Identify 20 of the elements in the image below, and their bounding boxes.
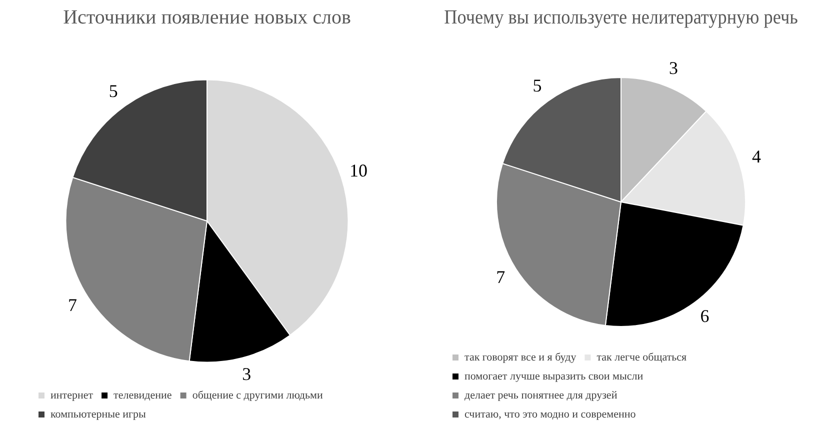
data-label: 10 [349, 160, 368, 181]
data-label: 5 [108, 80, 118, 101]
data-label: 4 [752, 146, 762, 167]
legend-label: считаю, что это модно и современно [464, 408, 636, 420]
data-label: 7 [496, 267, 506, 288]
data-label: 5 [532, 75, 542, 96]
chart-title: Источники появление новых слов [63, 6, 351, 28]
data-label: 3 [242, 364, 252, 384]
data-label: 7 [68, 295, 78, 316]
legend-label: телевидение [114, 389, 172, 402]
legend-label: интернет [50, 389, 94, 402]
legend-label: делает речь понятнее для друзей [464, 389, 618, 402]
chart-title: Почему вы используете нелитературную речь [444, 6, 798, 28]
legend-label: так легче общаться [596, 351, 687, 364]
data-label: 3 [668, 58, 678, 78]
data-label: 6 [700, 306, 710, 326]
legend-label: компьютерные игры [50, 408, 147, 420]
legend-label: помогает лучше выразить свои мысли [464, 370, 644, 382]
legend-label: общение с другими людьми [192, 389, 323, 402]
legend-label: так говорят все и я буду [464, 351, 577, 364]
